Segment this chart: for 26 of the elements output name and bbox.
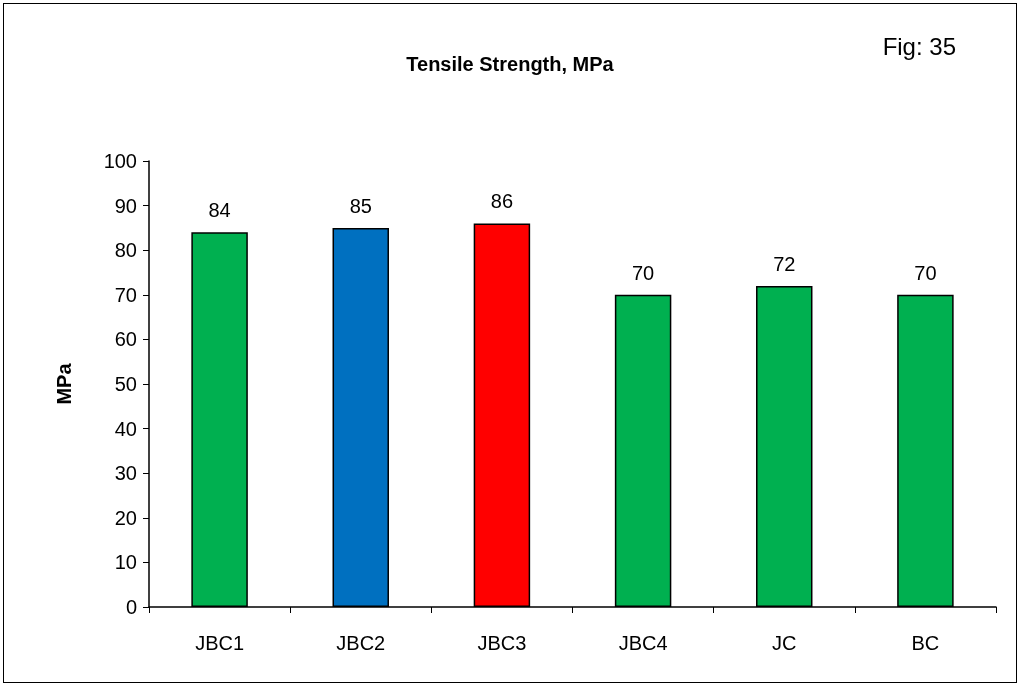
data-label: 85 [349,194,372,217]
y-axis-title: MPa [53,362,75,405]
y-tick-label: 10 [114,551,137,574]
data-label: 86 [490,190,514,213]
data-label: 84 [208,199,231,222]
x-tick-label: JBC2 [336,632,386,654]
text: Fig: 35 [882,32,956,60]
y-tick-label: 70 [114,283,137,306]
x-tick-label: JC [772,632,797,654]
x-tick-label: BC [911,632,940,654]
data-label: 70 [631,261,655,284]
data-label: 72 [773,252,796,275]
y-tick-label: 0 [125,596,137,618]
y-tick-label: 100 [103,150,137,172]
y-tick-label: 20 [114,506,137,529]
x-tick-label: JBC4 [618,632,668,654]
y-tick-label: 40 [114,417,137,440]
x-tick-label: JBC3 [477,632,527,654]
y-tick-label: 90 [114,194,137,217]
y-tick-label: 60 [114,328,137,351]
chart-title: Tensile Strength, MPa [406,53,615,75]
x-tick-label: JBC1 [195,632,245,654]
data-label: 70 [914,261,937,284]
y-tick-label: 30 [114,462,137,485]
y-tick-label: 80 [114,239,137,262]
y-tick-label: 50 [114,373,137,395]
